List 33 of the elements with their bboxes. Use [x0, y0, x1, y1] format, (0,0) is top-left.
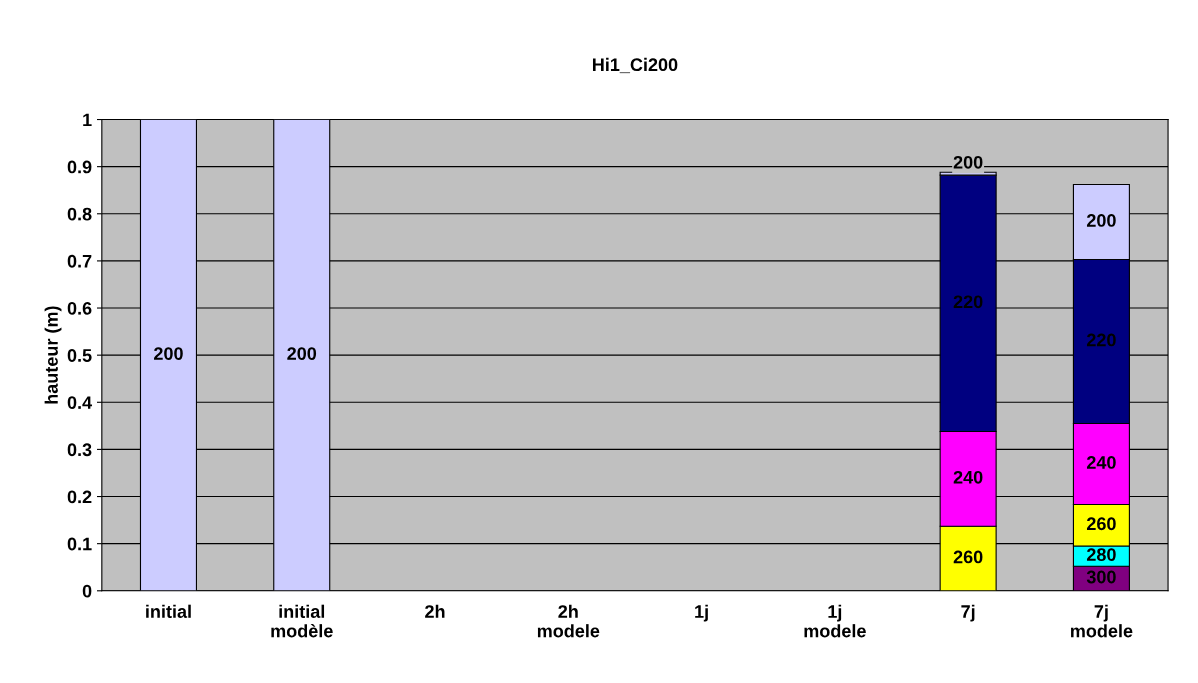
text: 240: [1086, 456, 1116, 469]
series-label: 300: [1086, 570, 1116, 584]
x-tick-label: 2h modele: [537, 604, 600, 638]
series-label: 200: [953, 155, 983, 169]
x-tick-label: 1j modele: [804, 604, 866, 638]
text: 200: [154, 347, 183, 361]
y-tick-label: 0.3: [67, 443, 92, 457]
text: 200: [1086, 214, 1116, 227]
y-tick-label: 0: [82, 584, 92, 598]
text: 260: [953, 550, 983, 564]
text: 200: [287, 347, 317, 361]
x-tick-label: 2h: [425, 604, 445, 618]
y-tick-label: 0.7: [67, 254, 92, 268]
chart-title: Hi1_Ci200: [592, 57, 678, 74]
series-label: 260: [1086, 517, 1116, 531]
x-tick-label: 1j: [695, 604, 708, 622]
series-label: 240: [953, 470, 983, 484]
y-tick-label: 0.9: [67, 160, 92, 174]
y-tick-label: 0.5: [67, 349, 92, 362]
series-label: 280: [1086, 548, 1116, 561]
y-tick-label: 0.4: [67, 396, 93, 410]
text: 220: [1086, 333, 1116, 347]
x-tick-label: 7j: [961, 604, 975, 622]
y-tick-label: 0.1: [67, 537, 92, 551]
series-label: 220: [953, 295, 983, 309]
y-axis-title: hauteur (m): [44, 306, 62, 404]
y-tick-label: 1: [83, 113, 92, 127]
y-tick-label: 0.2: [67, 490, 92, 504]
x-tick-label: initial modèle: [271, 604, 333, 638]
x-tick-label: initial: [146, 604, 191, 618]
y-tick-label: 0.8: [67, 207, 92, 221]
x-tick-label: 7j modele: [1071, 604, 1133, 638]
y-tick-label: 0.6: [67, 301, 92, 315]
